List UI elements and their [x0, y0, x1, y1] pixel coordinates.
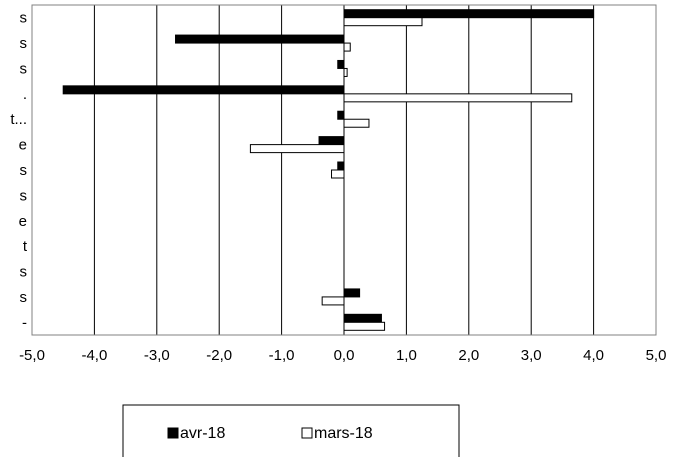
category-label: t: [23, 238, 28, 255]
category-label: e: [19, 137, 27, 154]
legend-swatch-avr-18: [167, 427, 179, 439]
x-tick-label: -4,0: [81, 347, 107, 364]
legend-label-avr-18: avr-18: [180, 425, 225, 442]
x-tick-label: 1,0: [396, 347, 417, 364]
category-label: s: [20, 35, 28, 52]
category-label: s: [20, 264, 28, 281]
bar-avr-18-4: [337, 110, 345, 120]
x-tick-label: -2,0: [206, 347, 232, 364]
bar-mars-18-12: [343, 321, 386, 331]
bar-avr-18-1: [175, 34, 345, 44]
legend-label-mars-18: mars-18: [314, 425, 373, 442]
category-label: s: [20, 187, 28, 204]
x-tick-label: -1,0: [269, 347, 295, 364]
bar-mars-18-5: [249, 144, 345, 154]
bar-avr-18-3: [62, 85, 345, 95]
category-label: .: [23, 86, 27, 103]
bar-avr-18-2: [337, 59, 345, 69]
legend-swatch-mars-18: [301, 427, 313, 439]
x-tick-label: 3,0: [521, 347, 542, 364]
bar-mars-18-11: [321, 296, 345, 306]
bar-avr-18-0: [343, 9, 595, 19]
bar-mars-18-2: [343, 67, 348, 77]
x-tick-label: 2,0: [458, 347, 479, 364]
x-axis-tick-labels: -5,0 -4,0 -3,0 -2,0 -1,0 0,0 1,0 2,0 3,0 4,0 5,0: [19, 347, 666, 364]
x-tick-label: 4,0: [583, 347, 604, 364]
plot-area-frame: [31, 4, 657, 336]
bar-avr-18-12: [343, 313, 382, 323]
x-tick-label: 5,0: [646, 347, 667, 364]
bar-avr-18-6: [337, 161, 345, 171]
category-label: t...: [10, 111, 27, 128]
bar-mars-18-4: [343, 118, 370, 128]
bar-mars-18-6: [331, 169, 345, 179]
legend-box: [122, 404, 460, 457]
bar-avr-18-5: [318, 136, 345, 146]
legend: avr-18 mars-18: [122, 404, 460, 457]
category-label: s: [20, 10, 28, 27]
bar-mars-18-3: [343, 93, 573, 103]
category-label: s: [20, 60, 28, 77]
category-label: e: [19, 213, 27, 230]
bars: [62, 9, 595, 331]
category-label: s: [20, 289, 28, 306]
x-tick-label: -5,0: [19, 347, 45, 364]
bar-mars-18-0: [343, 17, 423, 27]
category-label: -: [22, 314, 27, 331]
x-tick-label: -3,0: [144, 347, 170, 364]
bar-avr-18-11: [343, 288, 361, 298]
x-tick-label: 0,0: [334, 347, 355, 364]
bar-mars-18-1: [343, 42, 351, 52]
category-label: s: [20, 162, 28, 179]
